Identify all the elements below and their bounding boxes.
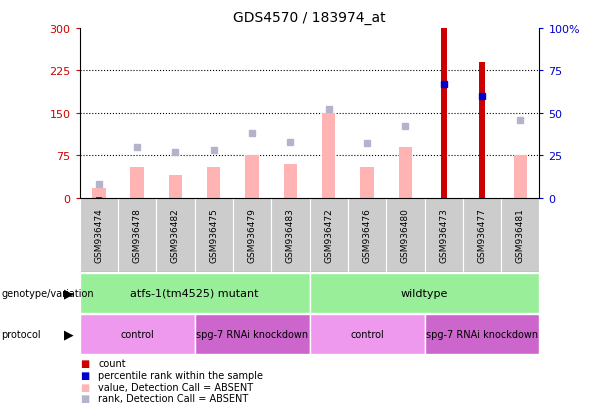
Bar (96, 197, 102, 198)
Text: GSM936478: GSM936478 (132, 208, 142, 263)
Bar (118, 198, 156, 273)
Text: spg-7 RNAi knockdown: spg-7 RNAi knockdown (196, 330, 308, 339)
Text: control: control (350, 330, 384, 339)
Text: GSM936472: GSM936472 (324, 208, 333, 263)
Bar (322, 114, 335, 198)
Text: ■: ■ (80, 358, 89, 368)
Text: GSM936473: GSM936473 (439, 208, 448, 263)
Text: GSM936479: GSM936479 (248, 208, 257, 263)
Text: ■: ■ (80, 370, 89, 380)
Bar (233, 198, 271, 273)
Text: GSM936481: GSM936481 (516, 208, 525, 263)
Bar (310, 315, 424, 354)
Text: GSM936480: GSM936480 (401, 208, 410, 263)
Text: GSM936477: GSM936477 (478, 208, 487, 263)
Text: GSM936483: GSM936483 (286, 208, 295, 263)
Text: spg-7 RNAi knockdown: spg-7 RNAi knockdown (426, 330, 538, 339)
Text: protocol: protocol (1, 330, 41, 339)
Bar (245, 156, 259, 198)
Bar (310, 273, 539, 313)
Text: GSM936476: GSM936476 (362, 208, 371, 263)
Bar (479, 63, 485, 198)
Bar (80, 315, 195, 354)
Bar (271, 198, 310, 273)
Text: control: control (120, 330, 154, 339)
Bar (80, 273, 310, 313)
Bar (386, 198, 424, 273)
Bar (169, 176, 182, 198)
Text: genotype/variation: genotype/variation (1, 288, 94, 298)
Text: value, Detection Call = ABSENT: value, Detection Call = ABSENT (98, 382, 253, 392)
Text: wildtype: wildtype (401, 288, 448, 298)
Text: percentile rank within the sample: percentile rank within the sample (98, 370, 263, 380)
Bar (424, 198, 463, 273)
Text: rank, Detection Call = ABSENT: rank, Detection Call = ABSENT (98, 393, 248, 403)
Bar (360, 167, 374, 198)
Bar (80, 198, 118, 273)
Bar (424, 315, 539, 354)
Bar (195, 315, 310, 354)
Bar (310, 198, 348, 273)
Text: ▶: ▶ (64, 287, 74, 300)
Bar (92, 188, 105, 198)
Text: ■: ■ (80, 393, 89, 403)
Bar (441, 29, 446, 198)
Text: ■: ■ (80, 382, 89, 392)
Bar (348, 198, 386, 273)
Bar (501, 198, 539, 273)
Text: count: count (98, 358, 126, 368)
Bar (398, 147, 412, 198)
Title: GDS4570 / 183974_at: GDS4570 / 183974_at (234, 11, 386, 25)
Bar (207, 167, 221, 198)
Bar (284, 164, 297, 198)
Text: GSM936482: GSM936482 (171, 208, 180, 263)
Bar (195, 198, 233, 273)
Bar (514, 156, 527, 198)
Text: GSM936474: GSM936474 (94, 208, 104, 263)
Bar (156, 198, 195, 273)
Text: ▶: ▶ (64, 328, 74, 341)
Bar (131, 167, 144, 198)
Text: atfs-1(tm4525) mutant: atfs-1(tm4525) mutant (131, 288, 259, 298)
Bar (463, 198, 501, 273)
Text: GSM936475: GSM936475 (209, 208, 218, 263)
